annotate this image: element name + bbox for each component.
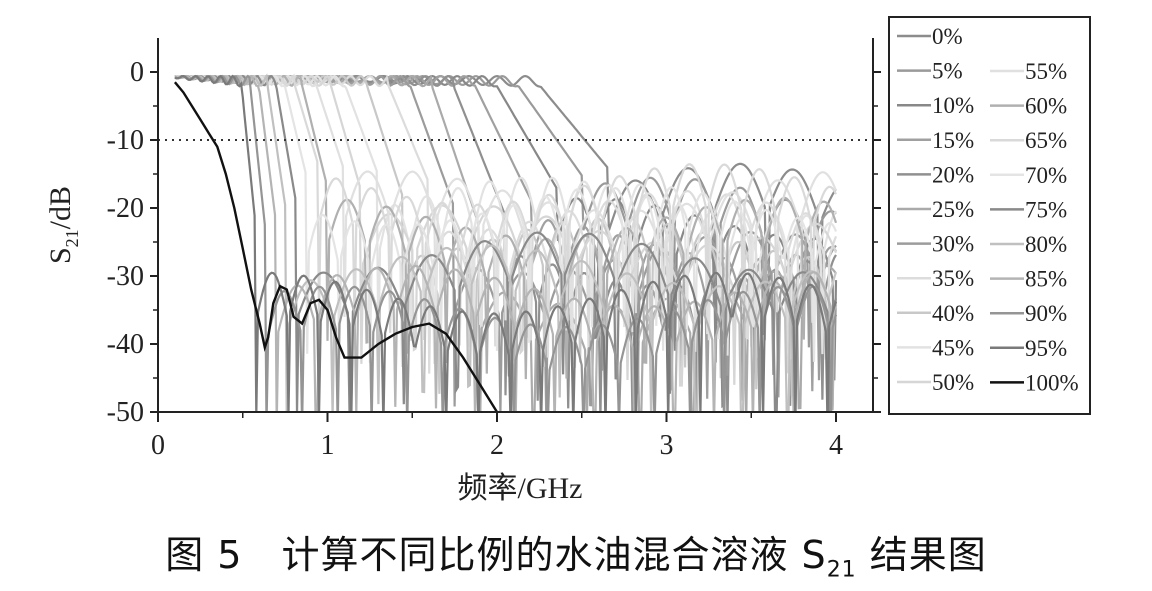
y-tick-label: 0 — [130, 57, 144, 88]
legend-label-95pct: 95% — [1025, 336, 1067, 361]
y-tick-label: -20 — [107, 193, 144, 224]
legend-label-30pct: 30% — [932, 232, 974, 257]
y-axis-title-main: S — [44, 247, 77, 264]
series-line-100pct — [173, 81, 499, 412]
x-tick-label: 2 — [490, 430, 504, 461]
x-tick-label: 1 — [321, 430, 335, 461]
legend-label-20pct: 20% — [932, 162, 974, 187]
legend-label-90pct: 90% — [1025, 301, 1067, 326]
legend-label-60pct: 60% — [1025, 94, 1067, 119]
x-tick-label: 0 — [151, 430, 165, 461]
legend-label-40pct: 40% — [932, 301, 974, 326]
series-line-55pct — [174, 74, 838, 354]
chart: 0-10-20-30-40-500 1 2 3 4 频率/GHz S21/dB 0%5%… — [44, 16, 1091, 505]
x-axis-title: 频率/GHz — [458, 472, 583, 505]
legend-label-55pct: 55% — [1025, 59, 1067, 84]
legend-label-35pct: 35% — [932, 266, 974, 291]
legend-label-65pct: 65% — [1025, 128, 1067, 153]
series-line-65pct — [174, 73, 837, 347]
legend-label-70pct: 70% — [1025, 163, 1067, 188]
legend-label-0pct: 0% — [932, 24, 963, 49]
legend-label-25pct: 25% — [932, 197, 974, 222]
y-tick-label: -10 — [107, 125, 144, 156]
legend-label-80pct: 80% — [1025, 232, 1067, 257]
figure-caption: 图 5 计算不同比例的水油混合溶液 S21 结果图 — [0, 524, 1152, 583]
y-axis-title: S21/dB — [44, 186, 82, 264]
y-axis-title-tail: /dB — [44, 186, 77, 229]
caption-sub: 21 — [826, 557, 857, 583]
y-axis-title-sub: 21 — [62, 229, 82, 247]
caption-prefix: 图 5 计算不同比例的水油混合溶液 S — [165, 533, 827, 577]
x-tick-label: 4 — [829, 430, 843, 461]
y-tick-label: -50 — [107, 397, 144, 428]
legend-label-10pct: 10% — [932, 93, 974, 118]
legend-label-45pct: 45% — [932, 335, 974, 360]
legend-label-85pct: 85% — [1025, 267, 1067, 292]
x-tick-label: 3 — [660, 430, 674, 461]
y-tick-label: -40 — [107, 329, 144, 360]
y-tick-label: -30 — [107, 261, 144, 292]
caption-suffix: 结果图 — [856, 533, 987, 577]
legend-label-100pct: 100% — [1025, 370, 1079, 395]
legend-label-75pct: 75% — [1025, 197, 1067, 222]
series-line-70pct — [174, 74, 838, 368]
legend-label-5pct: 5% — [932, 59, 963, 84]
series-line-95pct — [174, 74, 838, 412]
legend-label-15pct: 15% — [932, 128, 974, 153]
legend: 0% 5% 10% 15% 20% 25% 30% 35% 40% 45% 50% 55% 60% 65%… — [888, 16, 1091, 415]
legend-label-50pct: 50% — [932, 370, 974, 395]
